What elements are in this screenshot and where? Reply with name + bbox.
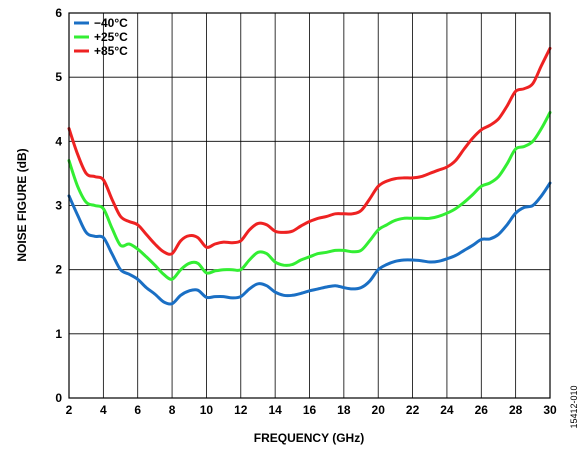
legend-label-0: −40°C xyxy=(94,16,128,30)
y-tick-label: 6 xyxy=(55,6,62,20)
y-tick-label: 4 xyxy=(55,134,62,148)
y-tick-label: 1 xyxy=(55,327,62,341)
y-axis-title: NOISE FIGURE (dB) xyxy=(15,148,29,261)
x-tick-label: 12 xyxy=(234,403,248,417)
x-tick-labels: 2 4 6 8 10 12 14 16 18 20 22 24 26 28 30 xyxy=(66,403,557,417)
y-tick-label: 5 xyxy=(55,70,62,84)
x-tick-label: 6 xyxy=(134,403,141,417)
y-tick-label: 2 xyxy=(55,263,62,277)
y-tick-label: 3 xyxy=(55,199,62,213)
series-line-1 xyxy=(67,111,552,281)
x-tick-label: 10 xyxy=(200,403,214,417)
x-axis-title: FREQUENCY (GHz) xyxy=(254,431,364,445)
plot-frame xyxy=(68,12,551,399)
x-tick-label: 2 xyxy=(66,403,73,417)
figure-id: 15412-010 xyxy=(569,385,579,428)
x-tick-label: 14 xyxy=(268,403,282,417)
x-tick-label: 24 xyxy=(440,403,454,417)
x-tick-label: 18 xyxy=(337,403,351,417)
x-tick-label: 30 xyxy=(543,403,557,417)
legend-label-1: +25°C xyxy=(94,30,128,44)
x-tick-label: 20 xyxy=(372,403,386,417)
x-tick-label: 28 xyxy=(509,403,523,417)
series-line-0 xyxy=(67,181,552,306)
grid xyxy=(68,12,551,399)
legend: −40°C+25°C+85°C xyxy=(74,16,128,58)
x-tick-label: 22 xyxy=(406,403,420,417)
series-line-2 xyxy=(67,46,552,256)
y-tick-label: 0 xyxy=(55,391,62,405)
x-tick-label: 4 xyxy=(100,403,107,417)
x-tick-label: 8 xyxy=(169,403,176,417)
series-layer xyxy=(67,46,552,306)
legend-label-2: +85°C xyxy=(94,44,128,58)
y-tick-labels: 0 1 2 3 4 5 6 xyxy=(55,6,62,405)
x-tick-label: 26 xyxy=(475,403,489,417)
x-tick-label: 16 xyxy=(303,403,317,417)
